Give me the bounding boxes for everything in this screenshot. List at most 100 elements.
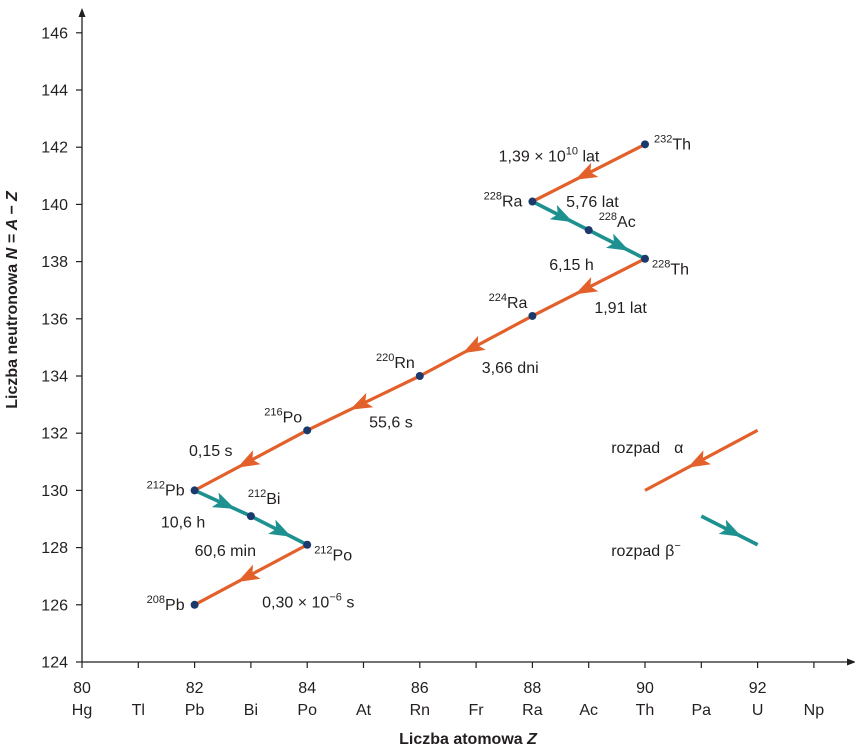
y-tick-label: 140 xyxy=(41,197,68,214)
nuclide-label: 212Bi xyxy=(248,488,281,508)
nuclide-point xyxy=(303,540,312,549)
half-life-label: 60,6 min xyxy=(195,543,256,560)
alpha-decay-arrow-head xyxy=(575,162,599,180)
beta-decay-arrow xyxy=(531,199,590,232)
beta-decay-arrow-head xyxy=(211,492,236,509)
nuclide-label: 228Th xyxy=(652,259,689,279)
nuclide-point xyxy=(584,226,593,235)
y-tick-label: 128 xyxy=(41,540,68,557)
beta-decay-arrow xyxy=(587,228,646,261)
nuclide-point xyxy=(528,197,537,206)
y-tick-label: 124 xyxy=(41,655,68,672)
nuclide-label: 216Po xyxy=(264,406,302,426)
nuclide-label: 212Po xyxy=(314,545,352,565)
half-life-label: 55,6 s xyxy=(369,414,413,431)
alpha-decay-arrow-head xyxy=(575,277,599,295)
legend-alpha-arrow xyxy=(644,428,759,492)
nuclide-labels: 232Th 228Ra 228Ac 228Th 224Ra 220Rn 216Po 212Pb… xyxy=(147,133,691,613)
x-tick-element-label: Np xyxy=(804,702,825,719)
legend-beta-arrow xyxy=(700,514,759,547)
nuclide-point xyxy=(190,486,199,495)
x-tick-label: 88 xyxy=(524,680,542,697)
x-tick-element-label: Pa xyxy=(692,702,712,719)
nuclide-label: 228Ra xyxy=(484,191,523,211)
x-tick-element-label: Ac xyxy=(579,702,598,719)
x-tick-label: 90 xyxy=(636,680,654,697)
x-axis-title: Liczba atomowa Z xyxy=(399,731,538,748)
x-tick-label: 82 xyxy=(186,680,204,697)
nuclide-points xyxy=(190,140,649,609)
y-tick-label: 134 xyxy=(41,369,68,386)
alpha-decay-arrow xyxy=(531,142,646,203)
half-life-label: 0,15 s xyxy=(189,443,233,460)
alpha-decay-arrow-head xyxy=(237,564,261,582)
beta-decay-arrow xyxy=(193,488,252,518)
alpha-decay-arrow-head xyxy=(350,392,374,410)
nuclide-point xyxy=(641,140,649,149)
nuclide-point xyxy=(303,426,312,435)
y-tick-label: 142 xyxy=(41,140,68,157)
nuclide-label: 228Ac xyxy=(599,211,636,231)
beta-decay-arrow xyxy=(250,514,309,547)
legend-alpha-arrow-head xyxy=(687,450,711,468)
alpha-decay-arrow xyxy=(193,428,308,492)
y-tick-label: 132 xyxy=(41,426,68,443)
half-life-label: 3,66 dni xyxy=(482,360,539,377)
x-tick-element-label: Th xyxy=(636,702,655,719)
nuclide-point xyxy=(246,512,255,521)
beta-decay-arrow-head xyxy=(549,205,573,223)
alpha-decay-arrow xyxy=(193,543,308,607)
beta-decay-arrow-head xyxy=(268,519,292,537)
x-tick-element-label: Ra xyxy=(522,702,543,719)
nuclide-point xyxy=(641,254,649,263)
half-life-label: 6,15 h xyxy=(549,257,593,274)
y-tick-label: 130 xyxy=(41,483,68,500)
x-tick-element-label: Tl xyxy=(132,702,145,719)
nuclide-point xyxy=(528,311,537,320)
legend-beta-label: rozpad β− xyxy=(611,540,681,560)
y-ticks: 124 126 128 130 132 134 136 138 140 142 144 146 xyxy=(41,25,82,672)
beta-decay-arrow-head xyxy=(606,233,630,251)
nuclide-point xyxy=(415,372,424,380)
legend: rozpad α rozpad β− xyxy=(611,428,759,560)
y-axis-title: Liczba neutronowa N = A − Z xyxy=(4,190,21,409)
y-tick-label: 138 xyxy=(41,254,68,271)
nuclide-label: 208Pb xyxy=(147,594,185,614)
half-life-label: 0,30 × 10−6 s xyxy=(262,591,354,611)
half-life-label: 1,39 × 1010 lat xyxy=(499,145,600,165)
half-life-labels: 1,39 × 1010 lat 5,76 lat 6,15 h 1,91 lat 3,6… xyxy=(161,145,648,611)
x-tick-element-label: Bi xyxy=(244,702,258,719)
x-tick-label: 80 xyxy=(73,680,91,697)
alpha-decay-arrow xyxy=(306,374,421,432)
alpha-decay-arrow-head xyxy=(237,450,261,468)
x-tick-label: 84 xyxy=(298,680,316,697)
x-tick-element-label: Fr xyxy=(469,702,485,719)
y-tick-label: 136 xyxy=(41,311,68,328)
nuclide-label: 232Th xyxy=(654,133,691,153)
half-life-label: 10,6 h xyxy=(161,514,205,531)
half-life-label: 5,76 lat xyxy=(566,194,619,211)
x-tick-element-label: Hg xyxy=(72,702,92,719)
axes xyxy=(78,8,855,666)
nuclide-label: 220Rn xyxy=(376,352,415,372)
half-life-label: 1,91 lat xyxy=(594,300,647,317)
alpha-decay-arrow-head xyxy=(462,335,486,354)
alpha-decay-arrow xyxy=(531,257,646,318)
nuclide-point xyxy=(190,600,199,609)
x-tick-element-label: Po xyxy=(297,702,317,719)
y-tick-label: 144 xyxy=(41,83,68,100)
alpha-decay-arrow xyxy=(419,314,534,378)
x-tick-label: 86 xyxy=(411,680,429,697)
x-ticks: 80 Hg Tl 82 Pb Bi 84 Po At 86 Rn Fr 88 Ra Ac 90 Th Pa 92 U N… xyxy=(72,662,824,719)
nuclide-label: 224Ra xyxy=(489,292,528,312)
x-tick-element-label: Pb xyxy=(185,702,205,719)
x-tick-element-label: Rn xyxy=(410,702,430,719)
y-tick-label: 146 xyxy=(41,25,68,42)
x-tick-element-label: U xyxy=(752,702,764,719)
x-tick-label: 92 xyxy=(749,680,767,697)
legend-alpha-label: rozpad α xyxy=(611,440,683,457)
legend-beta-arrow-head xyxy=(718,519,742,537)
decay-arrows xyxy=(193,142,646,607)
nuclide-label: 212Pb xyxy=(147,479,185,499)
